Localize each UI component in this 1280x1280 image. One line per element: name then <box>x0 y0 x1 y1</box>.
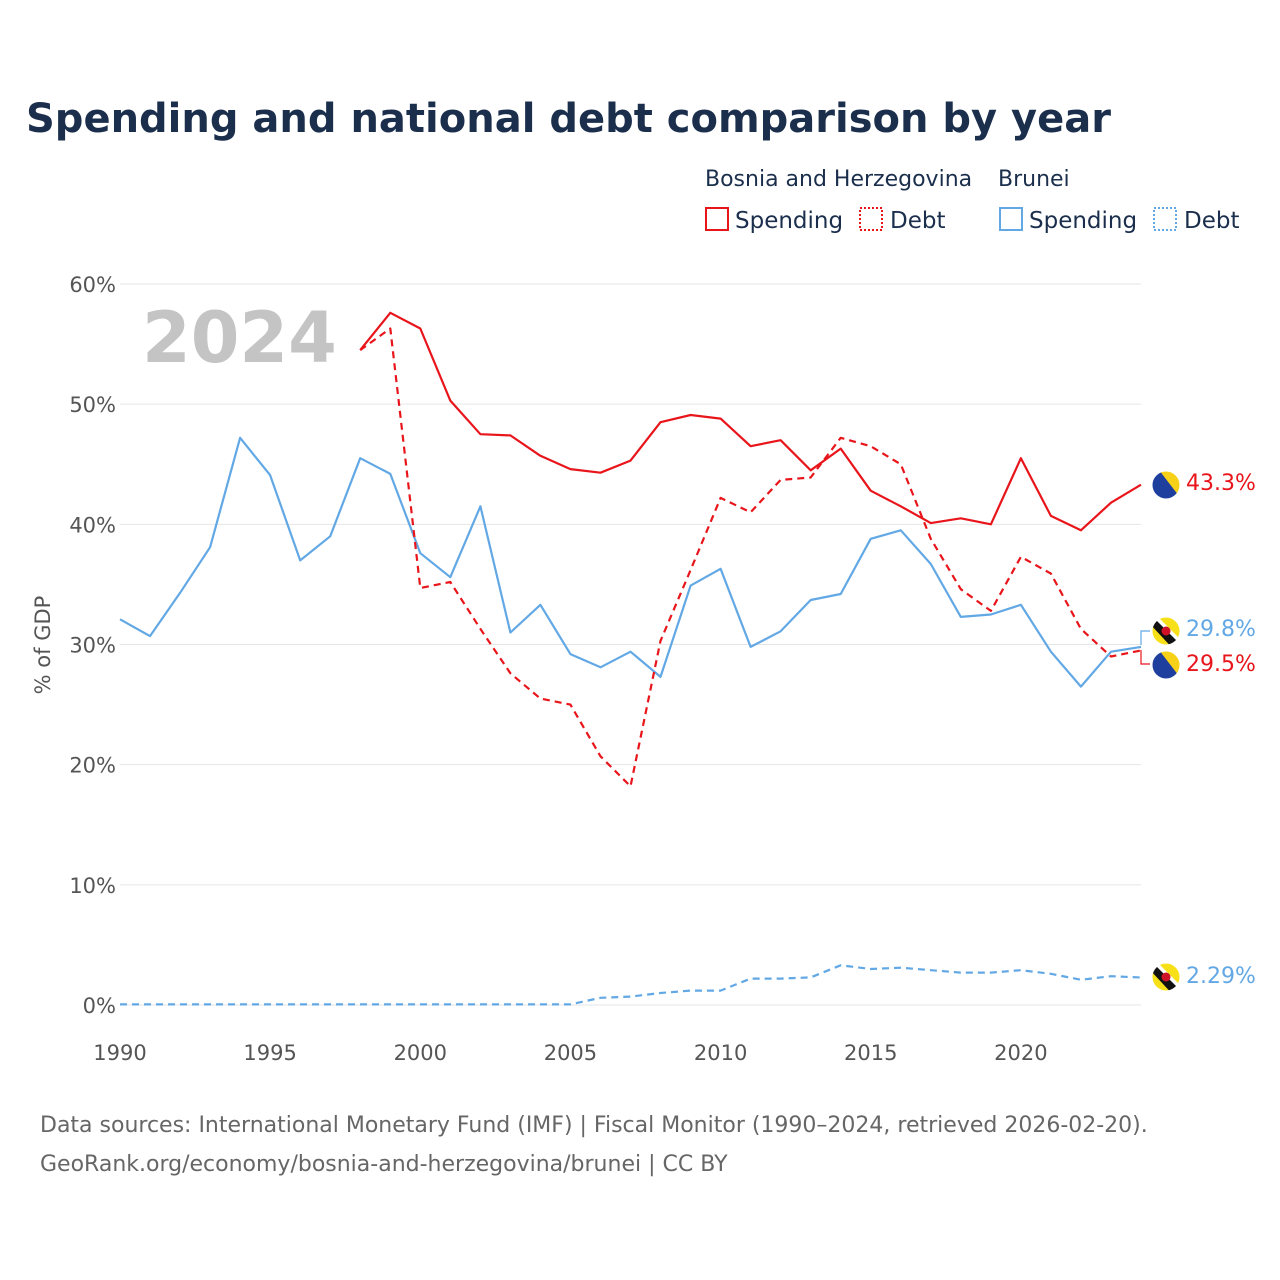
y-tick-label: 10% <box>69 874 116 898</box>
y-tick-label: 30% <box>69 634 116 658</box>
y-tick-label: 40% <box>69 513 116 537</box>
chart-title: Spending and national debt comparison by… <box>26 96 1111 142</box>
legend-label-brunei-spending: Spending <box>1029 208 1137 234</box>
x-tick-label: 2005 <box>544 1041 597 1065</box>
current-year-label: 2024 <box>142 297 337 379</box>
series-line-bosnia-and-herzegovina-debt <box>359 327 1142 788</box>
end-label-brunei-debt: 2.29% <box>1186 964 1256 989</box>
connector-bosnia-debt <box>1140 650 1150 665</box>
x-tick-label: 1995 <box>243 1041 296 1065</box>
legend: Bosnia and Herzegovina Brunei Spending D… <box>705 167 1239 234</box>
end-label-bosnia-spending: 43.3% <box>1186 471 1256 496</box>
x-tick-label: 2020 <box>994 1041 1047 1065</box>
series-line-brunei-debt <box>120 964 1142 1006</box>
brunei-flag-icon <box>1151 962 1181 992</box>
x-tick-label: 2000 <box>394 1041 447 1065</box>
legend-swatch-bosnia-spending <box>705 207 729 231</box>
connector-brunei-spending <box>1140 630 1150 645</box>
source-line-2: GeoRank.org/economy/bosnia-and-herzegovi… <box>40 1152 728 1177</box>
legend-swatch-bosnia-debt <box>859 207 883 231</box>
legend-group-brunei: Brunei <box>998 167 1070 192</box>
y-tick-label: 60% <box>69 273 116 297</box>
source-line-1: Data sources: International Monetary Fun… <box>40 1113 1148 1138</box>
legend-group-bosnia: Bosnia and Herzegovina <box>705 167 972 192</box>
end-label-connectors <box>1140 630 1150 665</box>
x-tick-label: 2010 <box>694 1041 747 1065</box>
series-line-bosnia-and-herzegovina-spending <box>359 311 1142 532</box>
legend-label-bosnia-debt: Debt <box>890 208 945 234</box>
y-tick-label: 50% <box>69 393 116 417</box>
gridlines <box>120 283 1141 1006</box>
y-axis-label: % of GDP <box>31 596 55 695</box>
bosnia-flag-icon <box>1151 470 1181 500</box>
y-tick-label: 20% <box>69 754 116 778</box>
x-tick-label: 2015 <box>844 1041 897 1065</box>
bosnia-flag-icon <box>1151 650 1181 680</box>
x-tick-label: 1990 <box>93 1041 146 1065</box>
end-label-bosnia-debt: 29.5% <box>1186 652 1256 677</box>
legend-label-bosnia-spending: Spending <box>735 208 843 234</box>
y-axis-ticks: 0% 10% 20% 30% 40% 50% 60% <box>69 273 116 1018</box>
legend-swatch-brunei-debt <box>1153 207 1177 231</box>
brunei-flag-icon <box>1151 616 1181 646</box>
series-line-brunei-spending <box>119 436 1142 688</box>
y-tick-label: 0% <box>83 994 116 1018</box>
series-lines <box>119 311 1142 1006</box>
end-label-brunei-spending: 29.8% <box>1186 617 1256 642</box>
legend-label-brunei-debt: Debt <box>1184 208 1239 234</box>
x-axis-ticks: 1990 1995 2000 2005 2010 2015 2020 <box>93 1041 1047 1065</box>
legend-swatch-brunei-spending <box>999 207 1023 231</box>
